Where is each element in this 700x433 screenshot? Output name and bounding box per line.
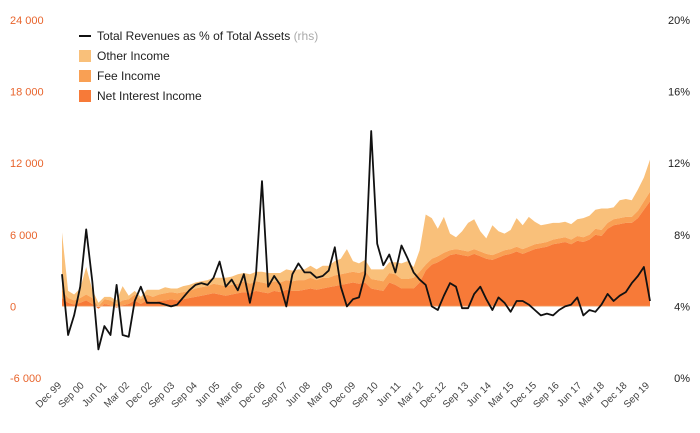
legend-label: Total Revenues as % of Total Assets (rhs… [97, 29, 318, 43]
total-revenues-line [61, 130, 651, 351]
legend-label: Fee Income [97, 69, 161, 83]
x-tick-label: Sep 00 [57, 380, 87, 410]
legend: Total Revenues as % of Total Assets (rhs… [79, 29, 318, 103]
left-tick-label: 24 000 [10, 15, 44, 27]
legend-swatch [79, 90, 91, 102]
left-tick-label: 6 000 [10, 230, 38, 242]
legend-swatch [79, 50, 91, 62]
x-tick-label: Sep 07 [260, 380, 290, 410]
x-tick-label: Sep 10 [351, 380, 381, 410]
left-tick-label: 18 000 [10, 87, 44, 99]
legend-label: Net Interest Income [97, 89, 202, 103]
right-axis-ticks: 0% 4% 8% 12% 16% 20% [668, 15, 690, 385]
legend-note: (rhs) [294, 29, 319, 43]
right-tick-label: 20% [668, 15, 690, 27]
x-tick-label: Sep 13 [441, 380, 471, 410]
right-tick-label: 12% [668, 158, 690, 170]
left-tick-label: 12 000 [10, 158, 44, 170]
other-income-area [62, 159, 650, 307]
x-tick-label: Sep 19 [622, 380, 652, 410]
right-tick-label: 0% [674, 373, 690, 385]
stacked-areas [62, 159, 650, 309]
left-tick-label: -6 000 [10, 373, 41, 385]
legend-swatch [79, 70, 91, 82]
right-tick-label: 4% [674, 301, 690, 313]
net-interest-income-area [62, 201, 650, 309]
right-tick-label: 16% [668, 87, 690, 99]
x-tick-label: Sep 04 [170, 380, 200, 410]
left-tick-label: 0 [10, 301, 16, 313]
left-axis-ticks: -6 000 0 6 000 12 000 18 000 24 000 [10, 15, 44, 385]
right-tick-label: 8% [674, 230, 690, 242]
x-tick-label: Sep 16 [531, 380, 561, 410]
legend-label: Other Income [97, 49, 170, 63]
